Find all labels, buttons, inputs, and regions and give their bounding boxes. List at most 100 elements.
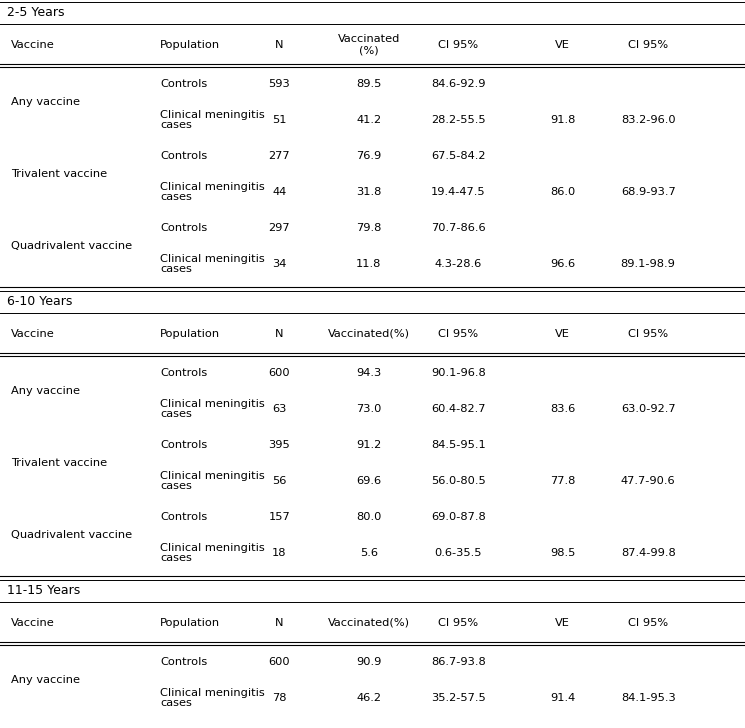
Text: Vaccinated(%): Vaccinated(%) <box>328 329 410 339</box>
Text: Vaccinated(%): Vaccinated(%) <box>328 618 410 628</box>
Text: CI 95%: CI 95% <box>628 618 668 628</box>
Text: 4.3-28.6: 4.3-28.6 <box>434 259 482 269</box>
Text: Clinical meningitis: Clinical meningitis <box>160 399 265 409</box>
Text: 28.2-55.5: 28.2-55.5 <box>431 115 486 125</box>
Text: 67.5-84.2: 67.5-84.2 <box>431 151 486 161</box>
Text: cases: cases <box>160 698 192 708</box>
Text: 600: 600 <box>268 368 291 378</box>
Text: 6-10 Years: 6-10 Years <box>7 296 73 309</box>
Text: 79.8: 79.8 <box>356 223 381 233</box>
Text: 18: 18 <box>272 548 287 558</box>
Text: VE: VE <box>555 618 570 628</box>
Text: 84.6-92.9: 84.6-92.9 <box>431 79 486 89</box>
Text: 157: 157 <box>268 512 291 522</box>
Text: N: N <box>275 329 284 339</box>
Text: CI 95%: CI 95% <box>438 329 478 339</box>
Text: 41.2: 41.2 <box>356 115 381 125</box>
Text: Clinical meningitis: Clinical meningitis <box>160 110 265 120</box>
Text: N: N <box>275 40 284 50</box>
Text: 87.4-99.8: 87.4-99.8 <box>621 548 676 558</box>
Text: 600: 600 <box>268 657 291 667</box>
Text: cases: cases <box>160 120 192 130</box>
Text: 19.4-47.5: 19.4-47.5 <box>431 187 486 197</box>
Text: 56.0-80.5: 56.0-80.5 <box>431 476 486 486</box>
Text: 94.3: 94.3 <box>356 368 381 378</box>
Text: Vaccine: Vaccine <box>11 329 55 339</box>
Text: N: N <box>275 618 284 628</box>
Text: 11-15 Years: 11-15 Years <box>7 585 80 598</box>
Text: 90.1-96.8: 90.1-96.8 <box>431 368 486 378</box>
Text: 84.1-95.3: 84.1-95.3 <box>621 693 676 703</box>
Text: Trivalent vaccine: Trivalent vaccine <box>11 458 107 468</box>
Text: 60.4-82.7: 60.4-82.7 <box>431 404 486 414</box>
Text: 91.2: 91.2 <box>356 440 381 450</box>
Text: 11.8: 11.8 <box>356 259 381 269</box>
Text: Population: Population <box>160 40 221 50</box>
Text: 34: 34 <box>272 259 287 269</box>
Text: 69.0-87.8: 69.0-87.8 <box>431 512 486 522</box>
Text: 86.0: 86.0 <box>550 187 575 197</box>
Text: CI 95%: CI 95% <box>628 329 668 339</box>
Text: Any vaccine: Any vaccine <box>11 675 80 685</box>
Text: VE: VE <box>555 40 570 50</box>
Text: 46.2: 46.2 <box>356 693 381 703</box>
Text: Controls: Controls <box>160 440 207 450</box>
Text: 90.9: 90.9 <box>356 657 381 667</box>
Text: 51: 51 <box>272 115 287 125</box>
Text: 73.0: 73.0 <box>356 404 381 414</box>
Text: 77.8: 77.8 <box>550 476 575 486</box>
Text: 44: 44 <box>272 187 287 197</box>
Text: cases: cases <box>160 409 192 419</box>
Text: 277: 277 <box>268 151 291 161</box>
Text: cases: cases <box>160 264 192 274</box>
Text: Any vaccine: Any vaccine <box>11 97 80 107</box>
Text: cases: cases <box>160 192 192 202</box>
Text: Controls: Controls <box>160 512 207 522</box>
Text: 96.6: 96.6 <box>550 259 575 269</box>
Text: Vaccine: Vaccine <box>11 618 55 628</box>
Text: 78: 78 <box>272 693 287 703</box>
Text: Controls: Controls <box>160 151 207 161</box>
Text: 91.8: 91.8 <box>550 115 575 125</box>
Text: Population: Population <box>160 618 221 628</box>
Text: 84.5-95.1: 84.5-95.1 <box>431 440 486 450</box>
Text: 0.6-35.5: 0.6-35.5 <box>434 548 482 558</box>
Text: cases: cases <box>160 481 192 491</box>
Text: 56: 56 <box>272 476 287 486</box>
Text: 83.6: 83.6 <box>550 404 575 414</box>
Text: CI 95%: CI 95% <box>438 618 478 628</box>
Text: 76.9: 76.9 <box>356 151 381 161</box>
Text: Controls: Controls <box>160 79 207 89</box>
Text: Vaccine: Vaccine <box>11 40 55 50</box>
Text: Quadrivalent vaccine: Quadrivalent vaccine <box>11 530 133 540</box>
Text: Clinical meningitis: Clinical meningitis <box>160 543 265 553</box>
Text: 593: 593 <box>268 79 291 89</box>
Text: cases: cases <box>160 553 192 563</box>
Text: CI 95%: CI 95% <box>628 40 668 50</box>
Text: CI 95%: CI 95% <box>438 40 478 50</box>
Text: Controls: Controls <box>160 657 207 667</box>
Text: Population: Population <box>160 329 221 339</box>
Text: Quadrivalent vaccine: Quadrivalent vaccine <box>11 241 133 251</box>
Text: 63.0-92.7: 63.0-92.7 <box>621 404 676 414</box>
Text: VE: VE <box>555 329 570 339</box>
Text: 2-5 Years: 2-5 Years <box>7 7 65 20</box>
Text: 395: 395 <box>268 440 291 450</box>
Text: 80.0: 80.0 <box>356 512 381 522</box>
Text: Controls: Controls <box>160 368 207 378</box>
Text: Clinical meningitis: Clinical meningitis <box>160 471 265 481</box>
Text: 297: 297 <box>268 223 291 233</box>
Text: 70.7-86.6: 70.7-86.6 <box>431 223 486 233</box>
Text: Clinical meningitis: Clinical meningitis <box>160 182 265 192</box>
Text: 89.1-98.9: 89.1-98.9 <box>621 259 676 269</box>
Text: 83.2-96.0: 83.2-96.0 <box>621 115 676 125</box>
Text: Any vaccine: Any vaccine <box>11 386 80 396</box>
Text: Clinical meningitis: Clinical meningitis <box>160 688 265 698</box>
Text: 89.5: 89.5 <box>356 79 381 89</box>
Text: Trivalent vaccine: Trivalent vaccine <box>11 169 107 179</box>
Text: Vaccinated
(%): Vaccinated (%) <box>337 34 400 56</box>
Text: Clinical meningitis: Clinical meningitis <box>160 254 265 264</box>
Text: 5.6: 5.6 <box>360 548 378 558</box>
Text: 47.7-90.6: 47.7-90.6 <box>621 476 676 486</box>
Text: 35.2-57.5: 35.2-57.5 <box>431 693 486 703</box>
